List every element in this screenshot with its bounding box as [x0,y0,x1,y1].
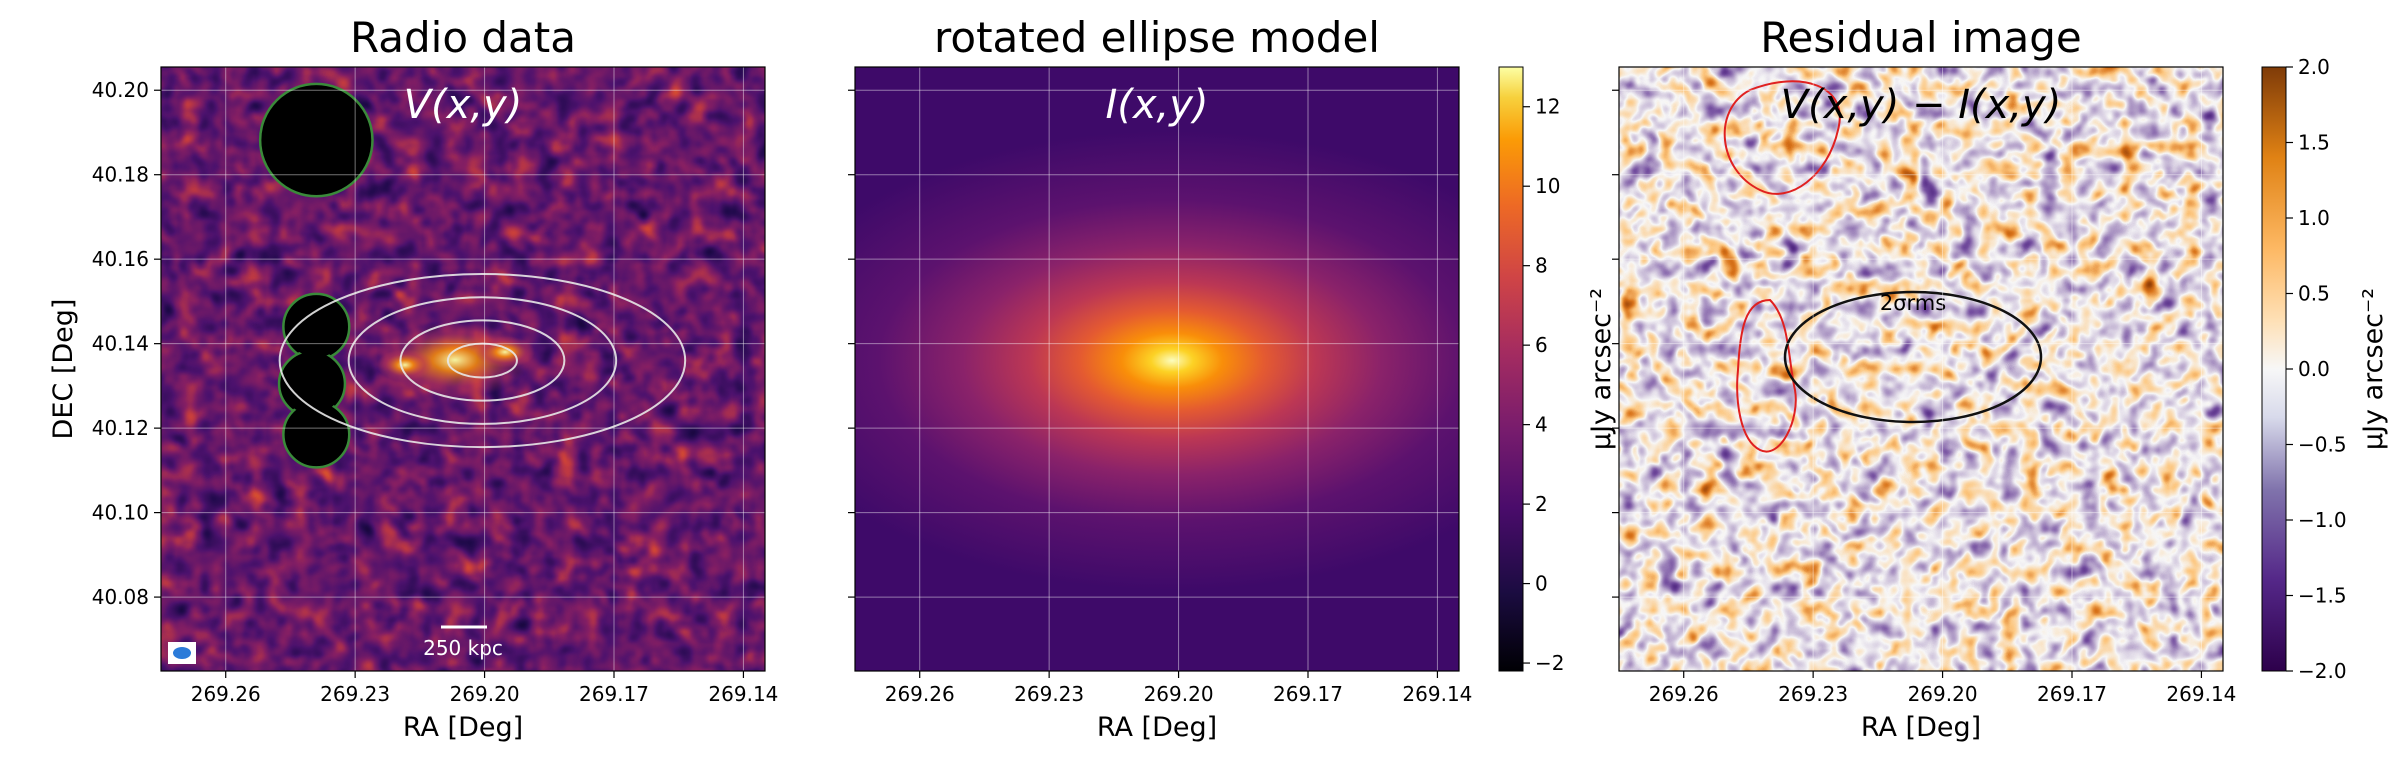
x-tick-label: 269.17 [2037,682,2107,706]
colorbar-tick-label: 4 [1535,413,1548,437]
colorbar-tick-label: 0 [1535,572,1548,596]
colorbar-tick-label: −0.5 [2298,433,2347,457]
x-axis-ticks: 269.26 269.23 269.20 269.17 269.14 [1649,671,2236,706]
colorbar [1498,66,1524,672]
x-axis-label: RA [Deg] [1861,712,1981,743]
contour-ellipses [278,272,687,449]
x-axis-ticks: 269.26 269.23 269.20 269.17 269.14 [191,671,778,706]
colorbar-tick-label: 1.0 [2298,206,2330,230]
colorbar [2261,66,2287,672]
colorbar-tick-label: 2 [1535,492,1548,516]
colorbar-tick-label: 2.0 [2298,55,2330,79]
grid [855,67,1459,671]
x-tick-label: 269.26 [885,682,955,706]
x-tick-label: 269.14 [1402,682,1472,706]
contour-label: 2σrms [1880,291,1946,315]
y-tick-label: 40.18 [92,163,149,187]
masked-regions [258,82,374,469]
colorbar-ticks: −2 0 2 4 6 8 10 12 [1523,95,1564,675]
panel-title: rotated ellipse model [934,13,1380,62]
colorbar-label: μJy arcsec⁻² [1586,288,1617,450]
plot-frame [160,66,766,672]
panel-title: Residual image [1760,13,2082,62]
colorbar-tick-label: 0.5 [2298,282,2330,306]
y-axis-ticks: 40.08 40.10 40.12 40.14 40.16 40.18 40.20 [92,78,161,609]
colorbar-ticks: −2.0 −1.5 −1.0 −0.5 0.0 0.5 1.0 1.5 2.0 [2286,55,2347,683]
colorbar-tick-label: 1.5 [2298,131,2330,155]
y-tick-label: 40.16 [92,247,149,271]
x-tick-label: 269.17 [1273,682,1343,706]
colorbar-tick-label: −1.5 [2298,584,2347,608]
x-tick-label: 269.23 [1014,682,1084,706]
panel-residual: 2σrms Residual image V(x,y) − I(x,y) 269… [1612,13,2389,743]
colorbar-tick-label: −2.0 [2298,659,2347,683]
x-tick-label: 269.14 [708,682,778,706]
y-tick-label: 40.14 [92,332,149,356]
x-tick-label: 269.26 [191,682,261,706]
masked-region-fill [285,296,347,358]
plot-frame [1618,66,2224,672]
panel-title: Radio data [350,13,576,62]
panel-radio-data: Radio data V(x,y) 269.26 269.23 269.20 269.… [48,13,778,743]
colorbar-tick-label: 8 [1535,254,1548,278]
scale-bar-label: 250 kpc [423,636,503,660]
y-axis-label: DEC [Deg] [48,299,79,440]
x-axis-label: RA [Deg] [1097,712,1217,743]
colorbar-tick-label: 0.0 [2298,357,2330,381]
masked-region-fill [281,353,343,415]
radio-emission-knot [475,336,535,368]
grid [161,67,765,671]
x-tick-label: 269.23 [1778,682,1848,706]
contour-ellipse [399,319,566,402]
panel-annotation: V(x,y) − I(x,y) [1781,82,2062,128]
y-axis-ticks [1612,89,1619,598]
colorbar-tick-label: −2 [1535,651,1564,675]
panel-model: rotated ellipse model I(x,y) 269.26 269.2… [848,13,1617,743]
panel-annotation: I(x,y) [1105,82,1208,128]
contour-ellipse [347,296,618,425]
colorbar-tick-label: −1.0 [2298,508,2347,532]
scale-bar: 250 kpc [423,625,503,660]
x-tick-label: 269.20 [450,682,520,706]
y-tick-label: 40.12 [92,416,149,440]
beam-indicator [168,642,196,664]
x-axis-label: RA [Deg] [403,712,523,743]
masked-region [258,82,374,198]
colorbar-label: μJy arcsec⁻² [2358,288,2389,450]
masked-region-fill [285,404,347,465]
y-tick-label: 40.10 [92,501,149,525]
colorbar-tick-label: 6 [1535,333,1548,357]
contour-ellipse [446,342,518,379]
y-tick-label: 40.08 [92,585,149,609]
colorbar-tick-label: 12 [1535,95,1560,119]
x-axis-ticks: 269.26 269.23 269.20 269.17 269.14 [885,671,1472,706]
plot-frame [854,66,1460,672]
y-tick-label: 40.20 [92,78,149,102]
y-axis-ticks [848,89,855,598]
x-tick-label: 269.26 [1649,682,1719,706]
contour-ellipse [278,272,687,449]
x-tick-label: 269.17 [579,682,649,706]
x-tick-label: 269.14 [2166,682,2236,706]
red-contour [1723,80,1841,195]
colorbar-tick-label: 10 [1535,174,1560,198]
black-contour [1783,290,2043,424]
residual-map [1619,67,2223,671]
red-contour [1736,298,1797,453]
model-surface-brightness [855,130,1459,591]
grid [1619,67,2223,671]
radio-emission-knot [377,349,433,381]
x-tick-label: 269.20 [1144,682,1214,706]
x-tick-label: 269.23 [320,682,390,706]
panel-annotation: V(x,y) [404,82,523,128]
x-tick-label: 269.20 [1908,682,1978,706]
